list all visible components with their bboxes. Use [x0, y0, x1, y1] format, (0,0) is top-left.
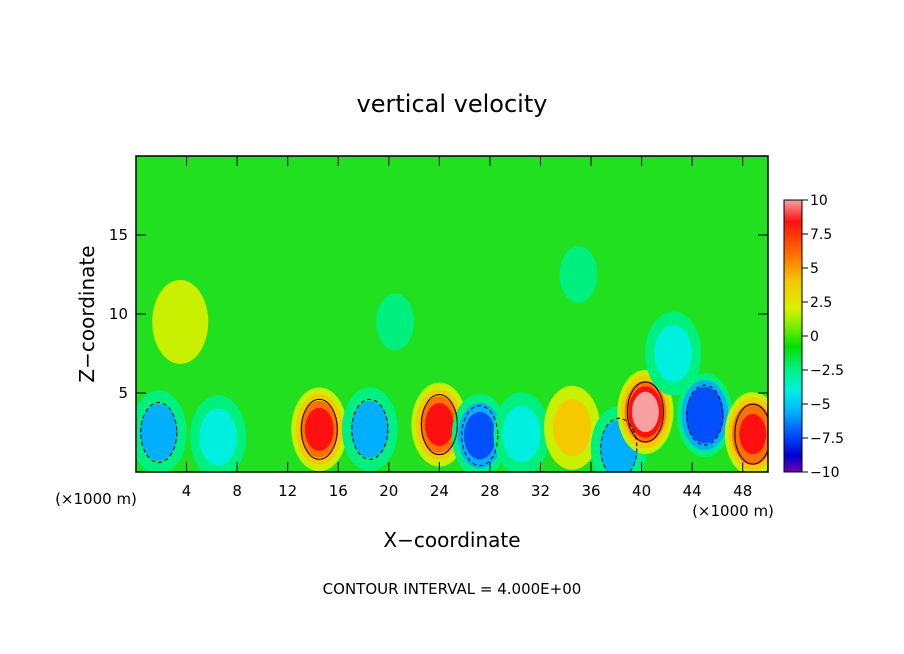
- colorbar-tick-label: −5: [810, 397, 831, 413]
- colorbar: [783, 199, 803, 473]
- contour-interval-note: CONTOUR INTERVAL = 4.000E+00: [323, 580, 582, 598]
- x-tick-label: 44: [683, 482, 702, 500]
- velocity-level: [350, 400, 389, 458]
- x-axis-ticks: 4 8 12 16 20 24 28 32 36 40 44 48: [182, 156, 752, 500]
- velocity-cell-1: [190, 395, 247, 472]
- colorbar-tick-label: 0: [810, 329, 819, 345]
- y-axis-label: Z−coordinate: [75, 245, 99, 382]
- velocity-cell-7: [544, 385, 601, 470]
- velocity-cell-6: [493, 392, 550, 472]
- y-tick-label: 10: [109, 305, 128, 323]
- velocity-level: [139, 404, 178, 461]
- velocity-cell-14: [550, 232, 607, 317]
- velocity-level: [502, 405, 541, 463]
- contour-line-4: [420, 394, 458, 456]
- velocity-level: [376, 293, 415, 351]
- x-tick-label: 48: [733, 482, 752, 500]
- velocity-level: [690, 393, 720, 437]
- velocity-cell-10: [676, 373, 733, 458]
- velocity-level: [425, 403, 454, 447]
- y-tick-label: 5: [118, 384, 128, 402]
- x-tick-label: 8: [232, 482, 242, 500]
- x-tick-label: 28: [480, 482, 499, 500]
- velocity-cell-3: [341, 387, 398, 472]
- velocity-level: [559, 246, 598, 303]
- velocity-field: [136, 232, 768, 472]
- contour-line-0: [140, 402, 178, 463]
- x-tick-label: 20: [379, 482, 398, 500]
- x-tick-label: 40: [632, 482, 651, 500]
- chart-title: vertical velocity: [357, 90, 548, 118]
- velocity-cell-2: [291, 387, 348, 472]
- velocity-cell-13: [367, 279, 424, 364]
- colorbar-tick-label: 7.5: [810, 227, 832, 243]
- velocity-level: [463, 411, 496, 460]
- velocity-level: [654, 325, 693, 382]
- colorbar-tick-label: −7.5: [810, 431, 844, 447]
- x-unit-left: (×1000 m): [55, 490, 137, 508]
- colorbar-tick-label: −10: [810, 465, 840, 481]
- contour-line-2: [300, 398, 338, 460]
- velocity-level: [199, 408, 238, 466]
- contour-line-3: [351, 398, 389, 460]
- velocity-level: [631, 391, 659, 433]
- velocity-cell-12: [152, 279, 209, 364]
- velocity-cell-5: [451, 393, 508, 472]
- velocity-cell-11: [724, 392, 768, 472]
- colorbar-tick-label: −2.5: [810, 363, 844, 379]
- x-tick-label: 16: [329, 482, 348, 500]
- velocity-level: [304, 407, 334, 451]
- x-tick-label: 32: [531, 482, 550, 500]
- x-tick-label: 36: [581, 482, 600, 500]
- x-tick-label: 4: [182, 482, 192, 500]
- contour-line-8: [600, 417, 638, 472]
- y-axis-ticks: 5 10 15: [109, 226, 768, 402]
- x-tick-label: 12: [278, 482, 297, 500]
- y-tick-label: 15: [109, 226, 128, 244]
- contour-lines: [140, 381, 768, 472]
- contour-line-11: [734, 403, 768, 465]
- velocity-cell-15: [645, 311, 702, 396]
- velocity-level: [739, 413, 767, 455]
- contour-line-5: [461, 405, 499, 467]
- colorbar-tick-label: 2.5: [810, 295, 832, 311]
- colorbar-tick-label: 10: [810, 193, 828, 209]
- x-tick-label: 24: [430, 482, 449, 500]
- velocity-cell-9: [617, 369, 674, 454]
- velocity-level: [161, 293, 200, 351]
- velocity-cell-0: [136, 390, 187, 472]
- x-axis-label: X−coordinate: [383, 528, 520, 552]
- x-unit-right: (×1000 m): [692, 502, 774, 520]
- colorbar-ticks: 10 7.5 5 2.5 0 −2.5 −5 −7.5 −10: [802, 193, 844, 481]
- contour-line-10: [686, 384, 724, 446]
- velocity-level: [553, 399, 591, 457]
- contour-line-9: [626, 381, 664, 443]
- colorbar-tick-label: 5: [810, 261, 819, 277]
